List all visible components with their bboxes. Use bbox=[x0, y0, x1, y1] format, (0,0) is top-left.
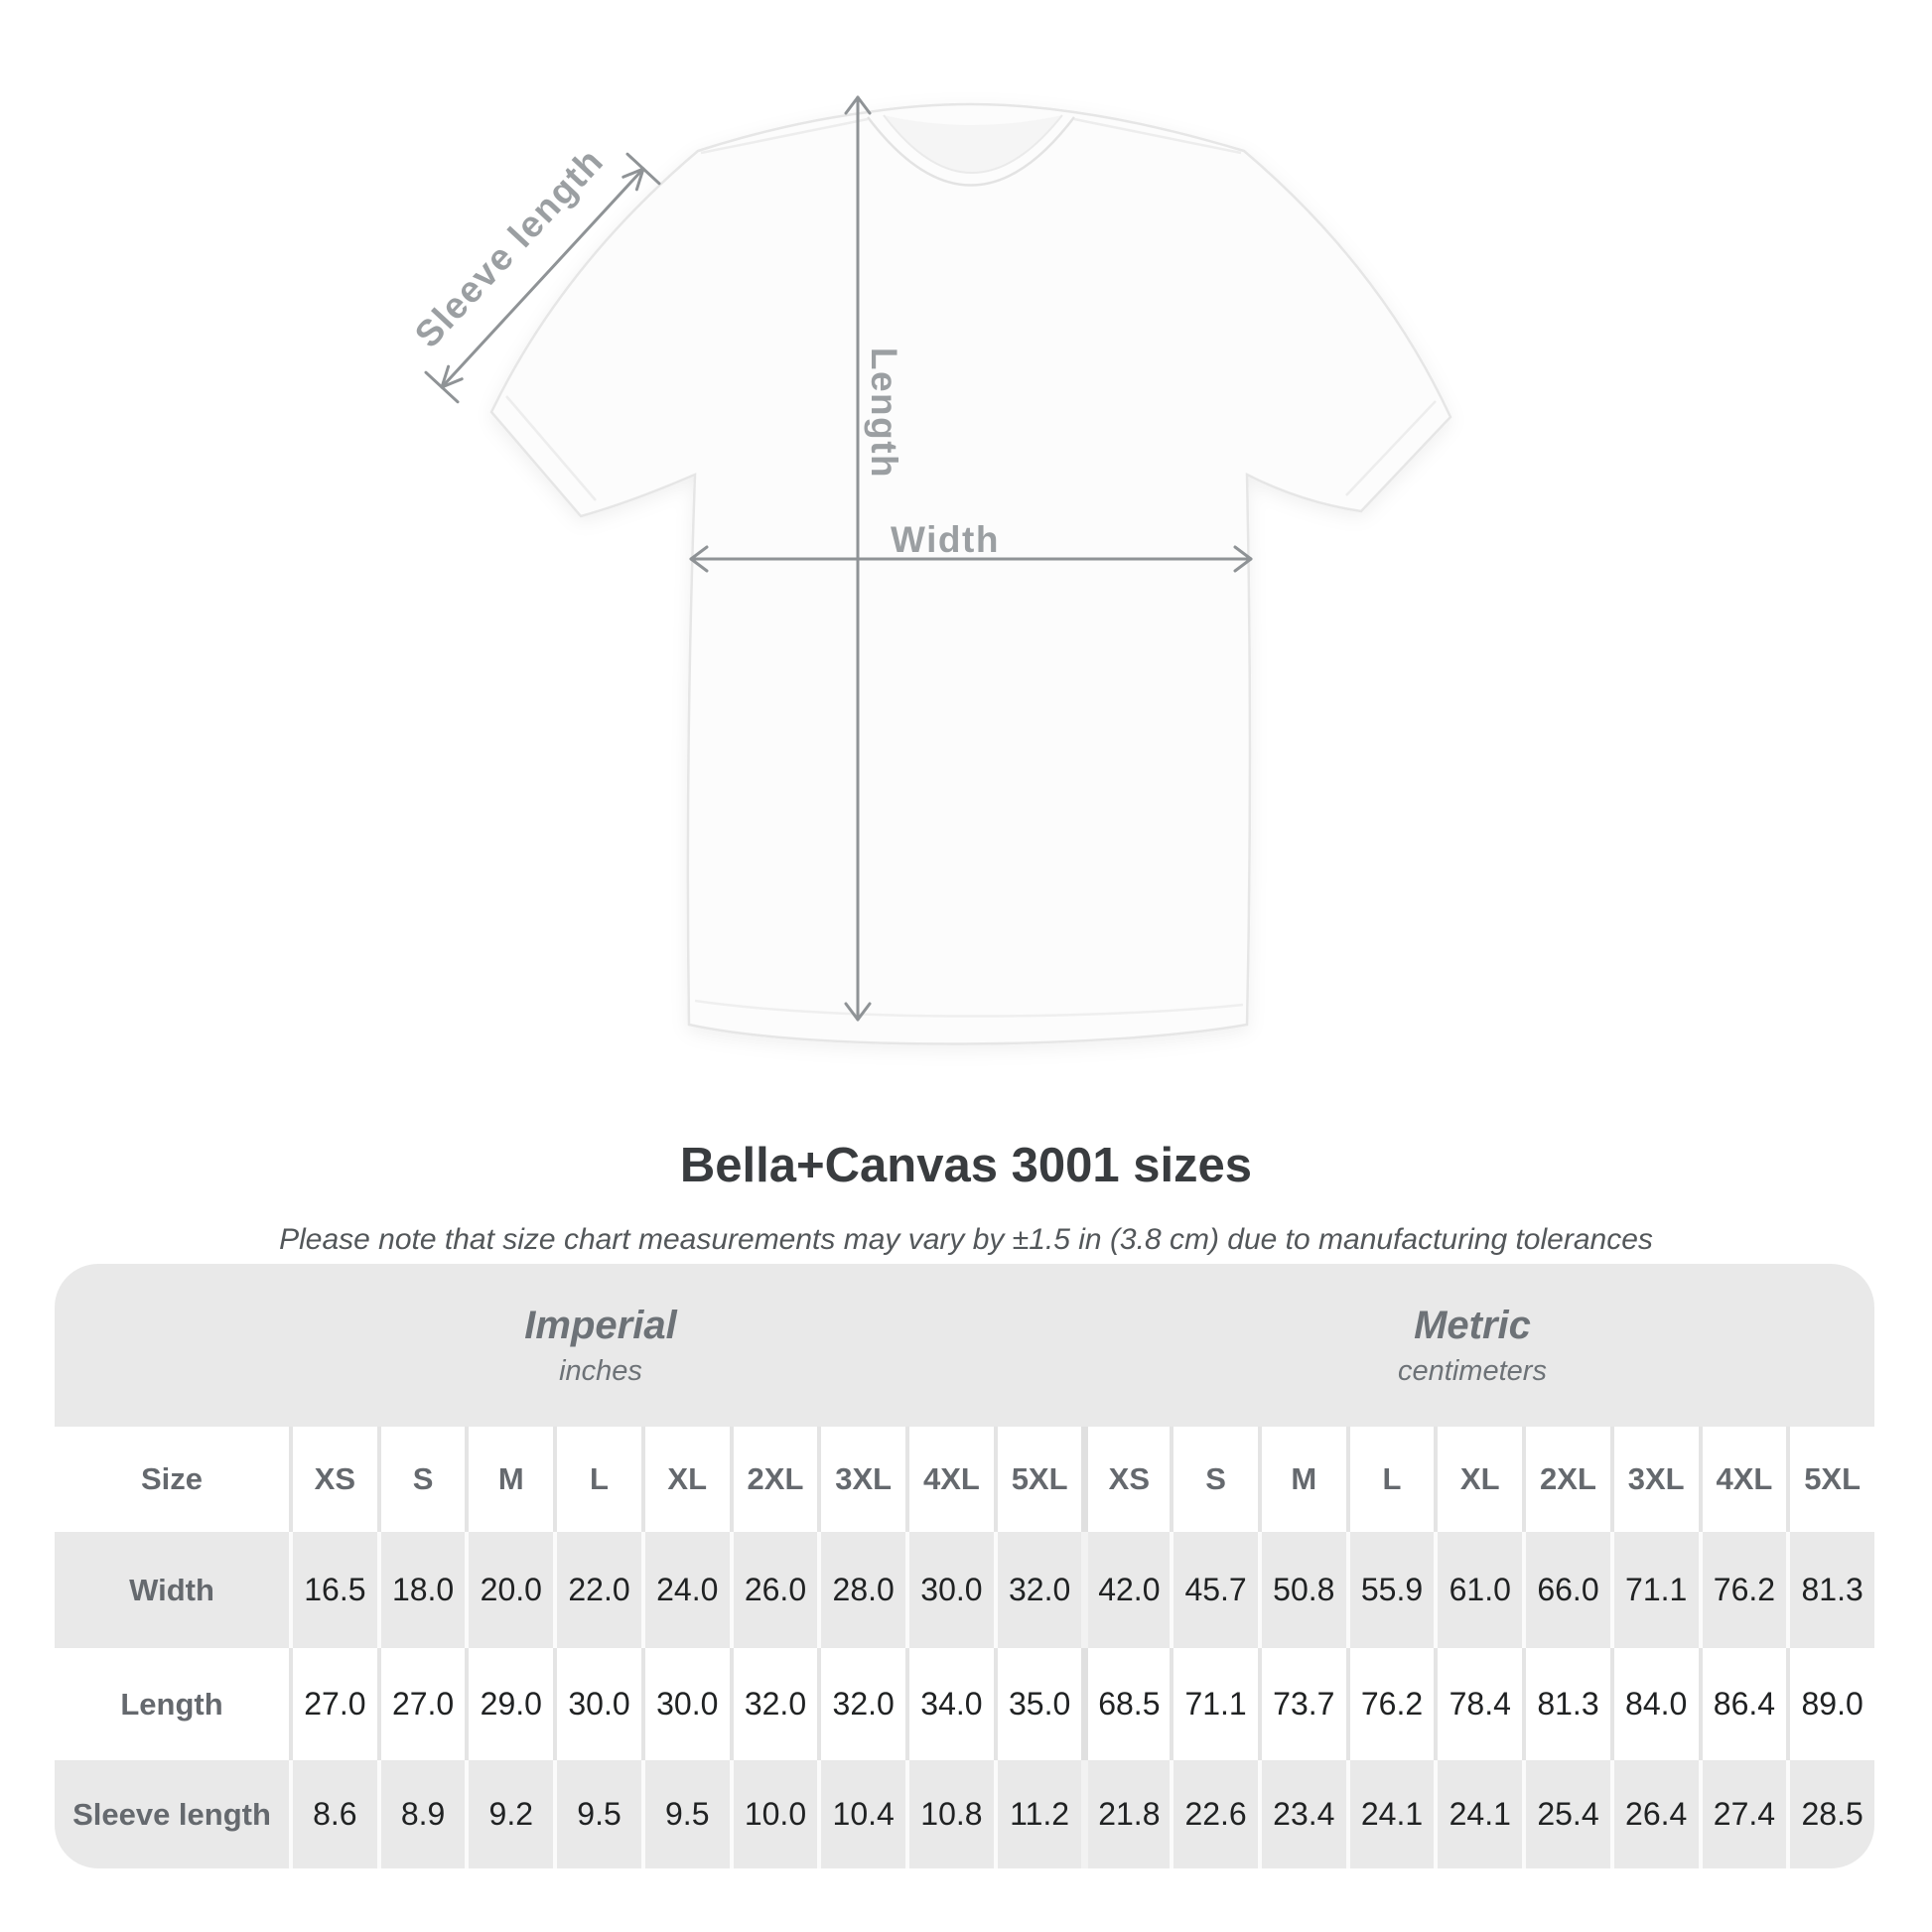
col-imperial-5xl: 5XL bbox=[993, 1427, 1082, 1532]
cell: 50.8 bbox=[1257, 1532, 1346, 1648]
metric-title: Metric bbox=[1414, 1303, 1531, 1347]
cell: 81.3 bbox=[1522, 1648, 1610, 1760]
col-metric-xl: XL bbox=[1434, 1427, 1522, 1532]
cell: 66.0 bbox=[1522, 1532, 1610, 1648]
col-imperial-l: L bbox=[553, 1427, 641, 1532]
col-metric-3xl: 3XL bbox=[1609, 1427, 1699, 1532]
cell: 23.4 bbox=[1257, 1760, 1346, 1868]
cell: 30.0 bbox=[640, 1648, 730, 1760]
cell: 30.0 bbox=[553, 1648, 641, 1760]
row-label: Length bbox=[120, 1686, 223, 1722]
cell: 32.0 bbox=[993, 1532, 1082, 1648]
cell: 71.1 bbox=[1609, 1532, 1699, 1648]
cell: 73.7 bbox=[1257, 1648, 1346, 1760]
cell: 32.0 bbox=[729, 1648, 818, 1760]
cell: 76.2 bbox=[1698, 1532, 1787, 1648]
width-arrow bbox=[689, 545, 1253, 573]
tshirt-diagram: Sleeve length Length Width bbox=[407, 95, 1452, 1045]
cell: 24.0 bbox=[640, 1532, 730, 1648]
cell: 8.6 bbox=[289, 1760, 377, 1868]
cell: 78.4 bbox=[1434, 1648, 1522, 1760]
cell: 30.0 bbox=[905, 1532, 994, 1648]
cell: 9.5 bbox=[640, 1760, 730, 1868]
cell: 76.2 bbox=[1345, 1648, 1435, 1760]
cell: 21.8 bbox=[1081, 1760, 1170, 1868]
col-metric-s: S bbox=[1170, 1427, 1258, 1532]
cell: 10.8 bbox=[905, 1760, 994, 1868]
cell: 11.2 bbox=[993, 1760, 1082, 1868]
metric-unit: centimeters bbox=[1398, 1354, 1547, 1387]
col-metric-4xl: 4XL bbox=[1698, 1427, 1787, 1532]
size-table: Imperial inches Metric centimeters Size … bbox=[55, 1264, 1874, 1868]
table-row-length: Length 27.0 27.0 29.0 30.0 30.0 32.0 32.… bbox=[55, 1648, 1874, 1760]
cell: 28.5 bbox=[1786, 1760, 1874, 1868]
cell: 8.9 bbox=[376, 1760, 466, 1868]
col-imperial-m: M bbox=[465, 1427, 553, 1532]
cell: 71.1 bbox=[1170, 1648, 1258, 1760]
cell: 45.7 bbox=[1170, 1532, 1258, 1648]
length-label: Length bbox=[864, 347, 904, 479]
cell: 35.0 bbox=[993, 1648, 1082, 1760]
sleeve-length-arrow bbox=[424, 152, 661, 404]
unit-band: Imperial inches Metric centimeters bbox=[55, 1264, 1874, 1427]
tshirt-graphic bbox=[489, 102, 1452, 1045]
col-imperial-xs: XS bbox=[289, 1427, 377, 1532]
cell: 55.9 bbox=[1345, 1532, 1435, 1648]
col-metric-5xl: 5XL bbox=[1786, 1427, 1874, 1532]
cell: 26.0 bbox=[729, 1532, 818, 1648]
cell: 24.1 bbox=[1434, 1760, 1522, 1868]
col-imperial-xl: XL bbox=[640, 1427, 730, 1532]
col-metric-m: M bbox=[1257, 1427, 1346, 1532]
size-column-label: Size bbox=[140, 1461, 204, 1496]
table-row-width: Width 16.5 18.0 20.0 22.0 24.0 26.0 28.0… bbox=[55, 1532, 1874, 1648]
imperial-title: Imperial bbox=[524, 1303, 677, 1347]
imperial-unit: inches bbox=[559, 1354, 642, 1387]
col-imperial-2xl: 2XL bbox=[729, 1427, 818, 1532]
cell: 42.0 bbox=[1081, 1532, 1170, 1648]
cell: 61.0 bbox=[1434, 1532, 1522, 1648]
cell: 22.0 bbox=[553, 1532, 641, 1648]
col-metric-l: L bbox=[1345, 1427, 1435, 1532]
cell: 10.0 bbox=[729, 1760, 818, 1868]
metric-header: Metric centimeters bbox=[1398, 1264, 1547, 1427]
cell: 18.0 bbox=[376, 1532, 466, 1648]
width-label: Width bbox=[891, 519, 1000, 560]
cell: 22.6 bbox=[1170, 1760, 1258, 1868]
cell: 29.0 bbox=[465, 1648, 553, 1760]
table-row-sleeve-length: Sleeve length 8.6 8.9 9.2 9.5 9.5 10.0 1… bbox=[55, 1760, 1874, 1868]
cell: 28.0 bbox=[817, 1532, 905, 1648]
page-subtitle: Please note that size chart measurements… bbox=[279, 1223, 1653, 1256]
cell: 26.4 bbox=[1609, 1760, 1699, 1868]
cell: 20.0 bbox=[465, 1532, 553, 1648]
cell: 34.0 bbox=[905, 1648, 994, 1760]
row-label: Sleeve length bbox=[72, 1796, 271, 1832]
cell: 68.5 bbox=[1081, 1648, 1170, 1760]
cell: 27.0 bbox=[376, 1648, 466, 1760]
col-metric-2xl: 2XL bbox=[1522, 1427, 1610, 1532]
cell: 89.0 bbox=[1786, 1648, 1874, 1760]
imperial-header: Imperial inches bbox=[524, 1264, 676, 1427]
col-imperial-4xl: 4XL bbox=[905, 1427, 994, 1532]
col-imperial-3xl: 3XL bbox=[817, 1427, 905, 1532]
cell: 25.4 bbox=[1522, 1760, 1610, 1868]
page-title: Bella+Canvas 3001 sizes bbox=[679, 1139, 1253, 1192]
col-imperial-s: S bbox=[376, 1427, 466, 1532]
cell: 86.4 bbox=[1698, 1648, 1787, 1760]
cell: 16.5 bbox=[289, 1532, 377, 1648]
cell: 10.4 bbox=[817, 1760, 905, 1868]
cell: 84.0 bbox=[1609, 1648, 1699, 1760]
cell: 27.4 bbox=[1698, 1760, 1787, 1868]
cell: 9.5 bbox=[553, 1760, 641, 1868]
size-header-row: Size XS S M L XL 2XL 3XL 4XL 5XL XS S M … bbox=[55, 1427, 1874, 1532]
cell: 27.0 bbox=[289, 1648, 377, 1760]
cell: 81.3 bbox=[1786, 1532, 1874, 1648]
cell: 24.1 bbox=[1345, 1760, 1435, 1868]
cell: 9.2 bbox=[465, 1760, 553, 1868]
cell: 32.0 bbox=[817, 1648, 905, 1760]
col-metric-xs: XS bbox=[1081, 1427, 1170, 1532]
row-label: Width bbox=[129, 1572, 214, 1607]
